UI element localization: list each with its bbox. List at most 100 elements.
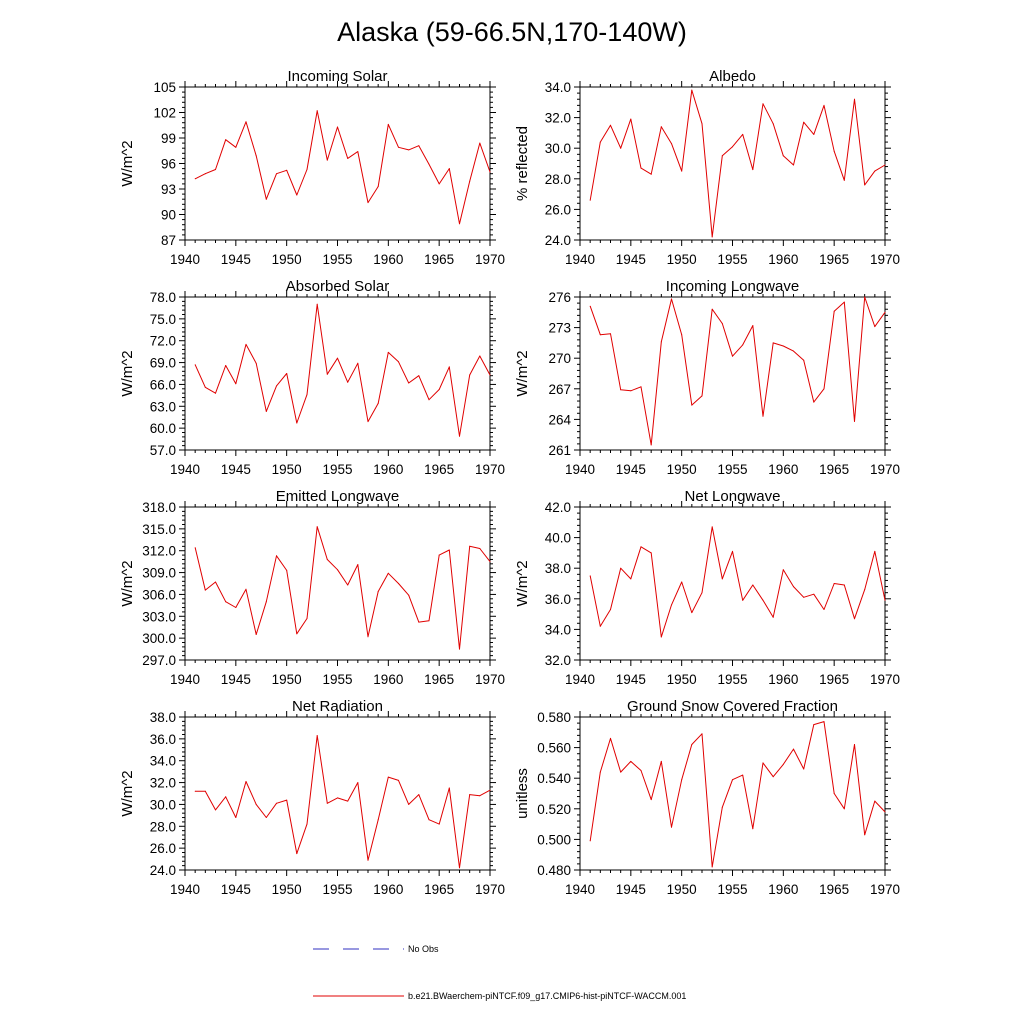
data-point-net-longwave [833, 583, 835, 584]
data-point-net-longwave [874, 550, 876, 552]
data-point-ground-snow-covered-fraction [782, 763, 784, 765]
data-point-net-radiation [428, 819, 430, 821]
data-point-emitted-longwave [448, 549, 450, 551]
y-tick-label-net-longwave: 42.0 [545, 500, 571, 515]
panels-grid: Incoming Solar W/m^2 1940 1945 1950 1955 1960 1… [119, 68, 900, 897]
data-point-ground-snow-covered-fraction [742, 774, 744, 776]
data-point-albedo [640, 167, 642, 169]
data-point-incoming-solar [255, 155, 257, 157]
series-line-ground-snow-covered-fraction [589, 721, 886, 868]
data-point-emitted-longwave [235, 607, 237, 608]
data-point-net-longwave [620, 567, 622, 569]
data-point-incoming-longwave [843, 301, 845, 303]
x-tick-label-incoming-longwave: 1955 [717, 462, 747, 477]
plot-frame-emitted-longwave [184, 506, 491, 661]
data-point-albedo [681, 170, 683, 172]
x-tick-label-ground-snow-covered-fraction: 1970 [870, 882, 900, 897]
data-point-albedo [884, 164, 886, 166]
data-point-net-radiation [357, 782, 359, 784]
y-tick-label-albedo: 34.0 [545, 80, 571, 95]
data-point-incoming-longwave [691, 404, 693, 406]
data-point-net-longwave [660, 636, 662, 638]
data-point-absorbed-solar [479, 355, 481, 357]
x-tick-label-albedo: 1965 [819, 252, 849, 267]
data-point-emitted-longwave [286, 569, 288, 571]
data-point-absorbed-solar [418, 375, 420, 377]
data-point-absorbed-solar [347, 381, 349, 383]
panel-title-emitted-longwave: Emitted Longwave [276, 488, 399, 505]
data-point-absorbed-solar [428, 399, 430, 401]
data-point-incoming-solar [438, 183, 440, 185]
data-point-net-radiation [286, 799, 288, 801]
data-point-emitted-longwave [265, 601, 267, 603]
y-tick-label-net-radiation: 32.0 [150, 776, 176, 791]
y-tick-label-incoming-solar: 96 [161, 157, 176, 172]
x-tick-label-emitted-longwave: 1955 [322, 672, 352, 687]
x-tick-label-net-radiation: 1955 [322, 882, 352, 897]
data-point-net-longwave [589, 575, 591, 577]
x-tick-label-emitted-longwave: 1950 [272, 672, 302, 687]
data-point-emitted-longwave [255, 634, 257, 635]
data-point-net-radiation [265, 817, 267, 818]
data-point-incoming-longwave [854, 420, 855, 422]
legend-label-no-obs: No Obs [408, 944, 439, 954]
y-tick-label-absorbed-solar: 63.0 [150, 399, 176, 414]
data-point-emitted-longwave [418, 621, 420, 623]
x-tick-label-incoming-longwave: 1945 [616, 462, 646, 477]
data-point-net-radiation [469, 794, 471, 796]
data-point-net-longwave [843, 584, 845, 586]
x-tick-label-incoming-solar: 1965 [424, 252, 454, 267]
x-tick-label-absorbed-solar: 1960 [373, 462, 403, 477]
data-point-absorbed-solar [387, 351, 389, 353]
data-point-net-longwave [752, 584, 754, 586]
x-tick-label-incoming-longwave: 1960 [768, 462, 798, 477]
data-point-incoming-solar [225, 139, 227, 141]
y-axis-label-incoming-longwave: W/m^2 [514, 350, 531, 396]
data-point-net-radiation [296, 853, 298, 855]
data-point-incoming-solar [316, 110, 318, 112]
data-point-absorbed-solar [408, 382, 410, 384]
data-point-incoming-longwave [752, 325, 754, 327]
y-tick-label-net-radiation: 26.0 [150, 841, 176, 856]
y-tick-label-absorbed-solar: 69.0 [150, 356, 176, 371]
x-tick-label-net-radiation: 1965 [424, 882, 454, 897]
data-point-absorbed-solar [489, 374, 491, 376]
data-point-incoming-solar [367, 202, 369, 204]
x-tick-label-incoming-solar: 1955 [322, 252, 352, 267]
x-tick-label-absorbed-solar: 1955 [322, 462, 352, 477]
data-point-albedo [691, 89, 693, 91]
y-tick-label-net-longwave: 40.0 [545, 531, 571, 546]
x-tick-label-net-longwave: 1955 [717, 672, 747, 687]
data-point-ground-snow-covered-fraction [833, 793, 835, 794]
data-point-albedo [742, 133, 744, 135]
y-axis-label-net-radiation: W/m^2 [119, 770, 136, 816]
data-point-albedo [752, 169, 754, 171]
y-tick-label-ground-snow-covered-fraction: 0.500 [537, 832, 571, 847]
x-tick-label-albedo: 1950 [667, 252, 697, 267]
data-point-net-radiation [448, 787, 450, 789]
y-tick-label-incoming-solar: 105 [153, 80, 176, 95]
legend-label-model: b.e21.BWaerchem-piNTCF.f09_g17.CMIP6-his… [408, 991, 686, 1001]
data-point-incoming-solar [418, 145, 420, 147]
data-point-net-radiation [479, 795, 481, 797]
data-point-absorbed-solar [245, 343, 247, 345]
data-point-incoming-solar [459, 223, 460, 225]
panel-emitted-longwave: Emitted Longwave W/m^2 1940 1945 1950 1955 196… [119, 488, 505, 687]
data-point-incoming-solar [326, 159, 328, 161]
data-point-albedo [701, 123, 703, 125]
y-tick-label-incoming-solar: 102 [153, 106, 176, 121]
x-tick-label-incoming-longwave: 1970 [870, 462, 900, 477]
data-point-absorbed-solar [215, 392, 216, 394]
data-point-albedo [772, 123, 774, 125]
data-point-net-longwave [711, 526, 713, 528]
y-axis-label-ground-snow-covered-fraction: unitless [514, 768, 531, 819]
data-point-absorbed-solar [276, 385, 277, 387]
data-point-ground-snow-covered-fraction [660, 760, 662, 762]
x-tick-label-incoming-solar: 1950 [272, 252, 302, 267]
y-tick-label-absorbed-solar: 66.0 [150, 377, 176, 392]
x-tick-label-absorbed-solar: 1950 [272, 462, 302, 477]
plot-frame-absorbed-solar [184, 296, 491, 451]
y-tick-label-ground-snow-covered-fraction: 0.580 [537, 710, 571, 725]
data-point-albedo [874, 170, 876, 172]
